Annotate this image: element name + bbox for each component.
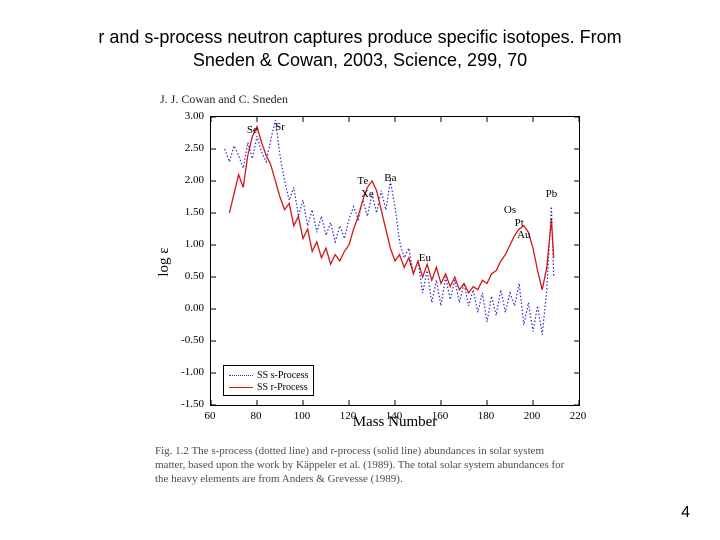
title-line-1: r and s-process neutron captures produce… <box>98 27 621 47</box>
x-tick-label: 100 <box>294 410 311 422</box>
y-tick-label: 1.50 <box>174 206 204 218</box>
element-label: Pb <box>546 188 558 200</box>
y-tick-label: -1.00 <box>174 366 204 378</box>
legend: SS s-ProcessSS r-Process <box>223 365 314 396</box>
x-tick-label: 80 <box>251 410 262 422</box>
x-tick-label: 140 <box>386 410 403 422</box>
legend-label: SS s-Process <box>257 370 308 381</box>
legend-label: SS r-Process <box>257 382 308 393</box>
element-label: Xe <box>361 188 374 200</box>
x-tick-label: 120 <box>340 410 357 422</box>
y-tick-label: 2.50 <box>174 142 204 154</box>
y-tick-label: -0.50 <box>174 334 204 346</box>
legend-swatch-icon <box>229 387 253 388</box>
x-tick-label: 60 <box>205 410 216 422</box>
element-label: Au <box>517 229 530 241</box>
plot-area: SS s-ProcessSS r-Process SeSrTeXeBaEuOsP… <box>210 116 580 406</box>
legend-item: SS s-Process <box>229 369 308 381</box>
x-tick-label: 220 <box>570 410 587 422</box>
title-line-2: Sneden & Cowan, 2003, Science, 299, 70 <box>193 50 527 70</box>
y-tick-label: -1.50 <box>174 398 204 410</box>
y-tick-label: 0.00 <box>174 302 204 314</box>
y-tick-label: 3.00 <box>174 110 204 122</box>
slide-title: r and s-process neutron captures produce… <box>0 26 720 73</box>
element-label: Pt <box>515 217 524 229</box>
element-label: Se <box>247 124 258 136</box>
figure-caption: Fig. 1.2 The s-process (dotted line) and… <box>155 445 575 486</box>
series-ss-s-process <box>225 120 554 334</box>
element-label: Eu <box>419 252 431 264</box>
element-label: Te <box>357 175 368 187</box>
y-axis-title: log ε <box>156 247 173 276</box>
x-tick-label: 200 <box>524 410 541 422</box>
element-label: Ba <box>384 172 396 184</box>
x-tick-label: 160 <box>432 410 449 422</box>
element-label: Os <box>504 204 516 216</box>
series-svg <box>211 117 579 405</box>
abundance-chart: log ε Mass Number SS s-ProcessSS r-Proce… <box>140 102 595 432</box>
legend-swatch-icon <box>229 375 253 376</box>
x-tick-label: 180 <box>478 410 495 422</box>
element-label: Sr <box>275 121 285 133</box>
page-number: 4 <box>681 504 690 522</box>
y-tick-label: 2.00 <box>174 174 204 186</box>
y-tick-label: 0.50 <box>174 270 204 282</box>
legend-item: SS r-Process <box>229 381 308 393</box>
y-tick-label: 1.00 <box>174 238 204 250</box>
